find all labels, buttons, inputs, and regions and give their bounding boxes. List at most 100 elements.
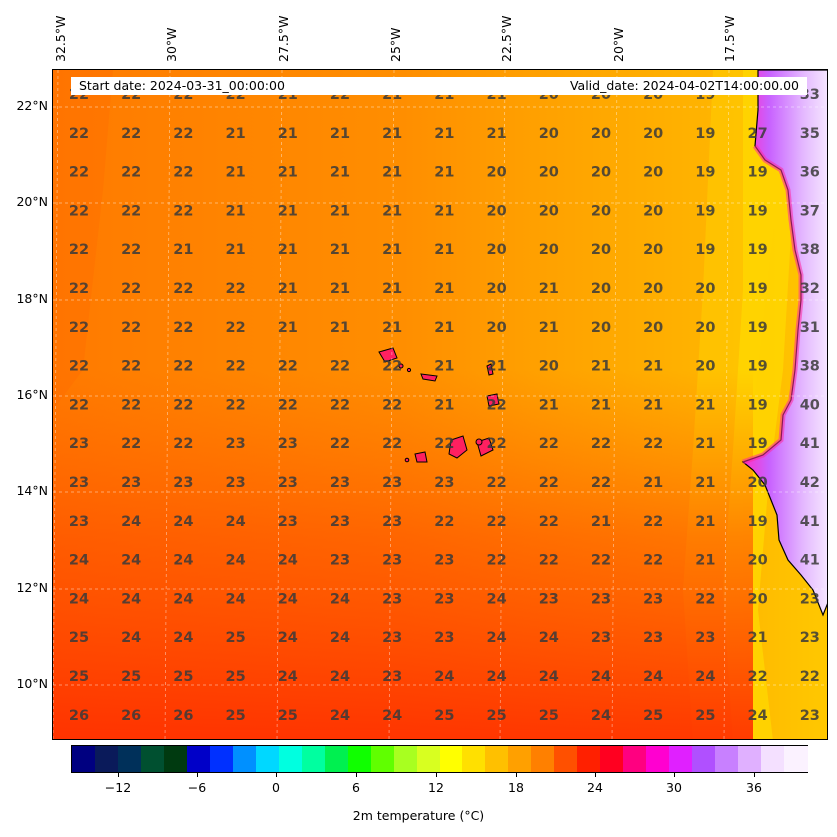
temperature-value: 21 [330,165,350,181]
temperature-value: 22 [173,359,193,375]
colorbar-tick [356,773,357,777]
temperature-value: 19 [748,203,768,219]
temperature-value: 22 [226,320,246,336]
temperature-value: 22 [173,281,193,297]
temperature-value: 22 [382,436,402,452]
temperature-value: 23 [330,475,350,491]
latitude-label: 16°N [16,387,48,402]
temperature-value: 20 [539,126,559,142]
temperature-value: 24 [487,669,507,685]
colorbar-tick-label: 36 [746,780,762,795]
temperature-value: 22 [591,553,611,569]
temperature-value: 22 [487,397,507,413]
temperature-value: 23 [800,591,820,607]
colorbar-segment [439,746,464,772]
temperature-value: 22 [121,436,141,452]
temperature-value: 23 [800,630,820,646]
longitude-label: 25°W [388,27,403,62]
colorbar-segment [715,746,739,772]
temperature-value: 24 [226,591,246,607]
temperature-value: 23 [69,436,89,452]
temperature-value: 21 [434,397,454,413]
temperature-value: 25 [539,708,559,724]
colorbar-segment [738,746,762,772]
temperature-value: 20 [643,281,663,297]
temperature-value: 23 [226,436,246,452]
temperature-value: 23 [434,630,454,646]
colorbar-tick [118,773,119,777]
colorbar-title: 2m temperature (°C) [352,808,485,823]
temperature-value: 25 [695,708,715,724]
temperature-value: 24 [591,708,611,724]
longitude-label: 27.5°W [276,15,291,62]
temperature-value: 22 [69,281,89,297]
temperature-value: 23 [330,553,350,569]
colorbar-segment [232,746,257,772]
temperature-value: 25 [69,630,89,646]
temperature-value: 26 [173,708,193,724]
longitude-label: 17.5°W [722,15,737,62]
cape-verde-islands [378,347,500,463]
temperature-value: 31 [800,320,820,336]
colorbar-segment [209,746,234,772]
colorbar-segment [600,746,624,772]
temperature-value: 22 [69,126,89,142]
temperature-value: 21 [695,553,715,569]
temperature-value: 42 [800,475,820,491]
colorbar-tick-label: 6 [352,780,360,795]
temperature-value: 21 [278,203,298,219]
temperature-value: 21 [643,475,663,491]
colorbar-segment [508,746,532,772]
temperature-value: 24 [539,669,559,685]
temperature-value: 21 [695,475,715,491]
temperature-value: 23 [173,475,193,491]
temperature-value: 20 [643,320,663,336]
temperature-value: 19 [748,281,768,297]
temperature-value: 35 [800,126,820,142]
temperature-value: 22 [330,397,350,413]
temperature-value: 22 [173,397,193,413]
colorbar-tick [276,773,277,777]
temperature-value: 23 [591,630,611,646]
temperature-value: 20 [591,203,611,219]
colorbar-segment [117,746,142,772]
temperature-value: 23 [695,630,715,646]
temperature-value: 21 [382,281,402,297]
temperature-value: 22 [278,359,298,375]
temperature-value: 24 [330,708,350,724]
temperature-value: 22 [487,475,507,491]
temperature-value: 24 [278,591,298,607]
temperature-value: 19 [695,165,715,181]
temperature-value: 25 [643,708,663,724]
western-warm-patch [53,70,113,410]
latitude-label: 22°N [16,98,48,113]
temperature-value: 37 [800,203,820,219]
temperature-value: 25 [121,669,141,685]
temperature-value: 19 [695,126,715,142]
temperature-value: 22 [69,397,89,413]
temperature-value: 22 [643,436,663,452]
temperature-value: 19 [695,242,715,258]
temperature-value: 24 [330,630,350,646]
colorbar-segment [669,746,693,772]
temperature-value: 25 [226,708,246,724]
temperature-value: 22 [226,359,246,375]
temperature-value: 21 [695,514,715,530]
temperature-value: 24 [434,669,454,685]
latitude-label: 20°N [16,194,48,209]
temperature-value: 36 [800,165,820,181]
temperature-value: 22 [748,669,768,685]
colorbar-tick-label: 12 [428,780,444,795]
temperature-value: 21 [434,165,454,181]
temperature-value: 21 [487,359,507,375]
temperature-value: 22 [69,242,89,258]
colorbar-tick [674,773,675,777]
temperature-value: 21 [382,165,402,181]
colorbar-tick [516,773,517,777]
temperature-value: 22 [487,514,507,530]
temperature-value: 20 [487,320,507,336]
temperature-value: 21 [434,320,454,336]
start-date: Start date: 2024-03-31_00:00:00 [79,78,285,93]
